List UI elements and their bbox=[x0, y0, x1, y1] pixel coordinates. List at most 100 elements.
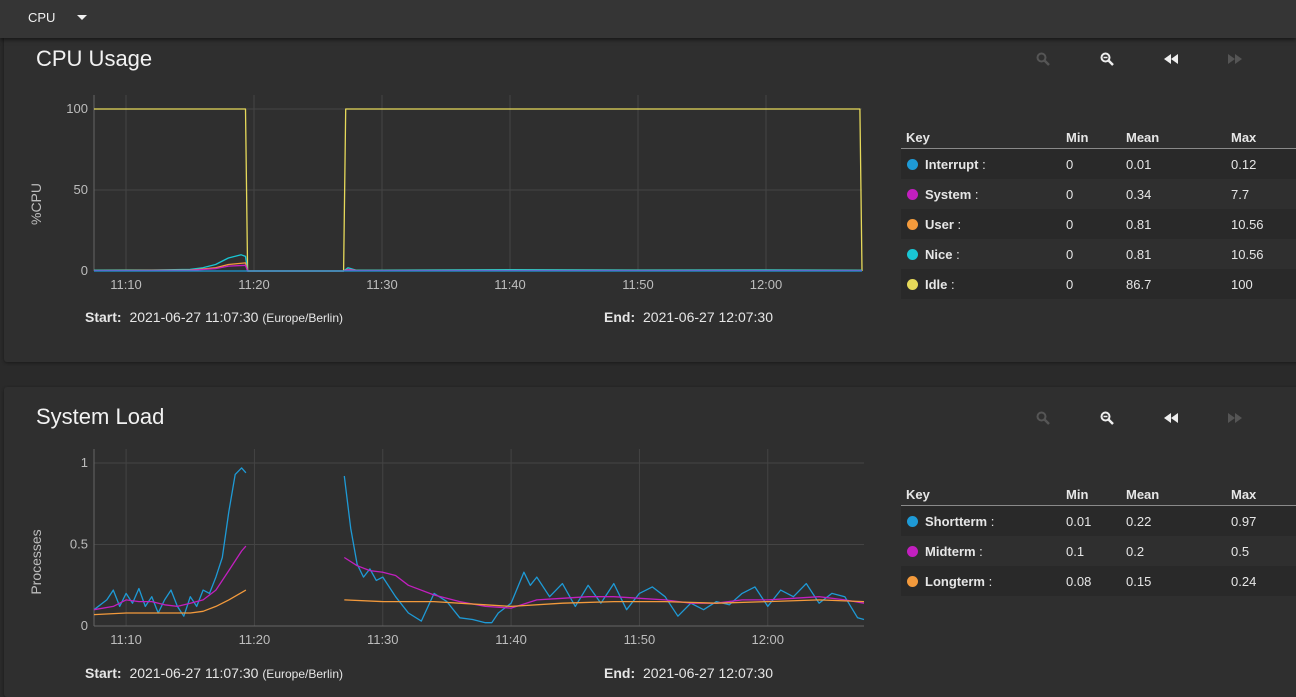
metric-dropdown[interactable]: CPU bbox=[28, 7, 88, 27]
cpu-usage-panel: CPU Usage %CPU 0 50 100 11:10 11:20 11:30 11:4… bbox=[4, 28, 1296, 362]
system-load-panel: System Load Processes 0 0.5 1 11:10 11:20 11:… bbox=[4, 387, 1296, 697]
legend-min-value: 0.08 bbox=[1066, 574, 1092, 589]
timezone: (Europe/Berlin) bbox=[262, 667, 344, 681]
y-tick-label: 0 bbox=[81, 263, 88, 278]
series-line-midterm bbox=[343, 556, 865, 609]
pan-back-button[interactable] bbox=[1157, 407, 1185, 429]
zoom-out-button[interactable] bbox=[1093, 48, 1121, 70]
legend-max-value: 0.5 bbox=[1231, 544, 1250, 559]
zoom-in-icon bbox=[1036, 52, 1050, 66]
legend-min-value: 0 bbox=[1066, 187, 1074, 202]
panel-title: CPU Usage bbox=[36, 46, 153, 71]
x-tick-label: 11:10 bbox=[110, 277, 142, 292]
rewind-icon bbox=[1164, 54, 1178, 64]
legend-max-value: 7.7 bbox=[1231, 187, 1250, 202]
legend-row[interactable]: User : 0 0.81 10.56 bbox=[901, 209, 1296, 239]
legend-mean-value: 0.2 bbox=[1126, 544, 1145, 559]
legend-series-name: Longterm : bbox=[925, 574, 993, 589]
start-label: Start: bbox=[85, 309, 122, 325]
legend-series-name: Shortterm : bbox=[925, 514, 995, 529]
series-color-dot bbox=[907, 576, 918, 587]
fast-forward-icon bbox=[1228, 54, 1242, 64]
start-time: Start: 2021-06-27 11:07:30 (Europe/Berli… bbox=[85, 309, 343, 325]
legend-mean-value: 0.22 bbox=[1126, 514, 1152, 529]
zoom-in-button[interactable] bbox=[1029, 48, 1057, 70]
x-tick-label: 12:00 bbox=[750, 277, 783, 292]
series-color-dot bbox=[907, 279, 918, 290]
legend-mean-value: 0.81 bbox=[1126, 247, 1152, 262]
rewind-icon bbox=[1164, 413, 1178, 423]
x-tick-label: 11:40 bbox=[494, 277, 526, 292]
y-axis-label: Processes bbox=[28, 529, 44, 594]
legend-series-name: User : bbox=[925, 217, 962, 232]
series-color-dot bbox=[907, 546, 918, 557]
pan-forward-button[interactable] bbox=[1221, 48, 1249, 70]
zoom-in-button[interactable] bbox=[1029, 407, 1057, 429]
legend-max-value: 0.12 bbox=[1231, 157, 1257, 172]
y-tick-label: 50 bbox=[74, 182, 88, 197]
y-tick-label: 1 bbox=[81, 455, 88, 470]
pan-back-button[interactable] bbox=[1157, 48, 1185, 70]
legend-row[interactable]: Midterm : 0.1 0.2 0.5 bbox=[901, 536, 1296, 566]
series-color-dot bbox=[907, 189, 918, 200]
legend-max-value: 10.56 bbox=[1231, 247, 1264, 262]
y-tick-label: 100 bbox=[66, 101, 88, 116]
legend-row[interactable]: System : 0 0.34 7.7 bbox=[901, 179, 1296, 209]
legend-row[interactable]: Nice : 0 0.81 10.56 bbox=[901, 239, 1296, 269]
end-time: End: 2021-06-27 12:07:30 bbox=[604, 309, 773, 325]
pan-forward-button[interactable] bbox=[1221, 407, 1249, 429]
zoom-out-icon bbox=[1100, 52, 1114, 66]
legend-mean-value: 86.7 bbox=[1126, 277, 1152, 292]
legend-mean-value: 0.15 bbox=[1126, 574, 1152, 589]
legend-header-cell: Mean bbox=[1126, 487, 1160, 502]
x-tick-label: 11:30 bbox=[366, 277, 398, 292]
series-line-midterm bbox=[93, 545, 247, 611]
zoom-out-icon bbox=[1100, 411, 1114, 425]
legend-header-cell: Max bbox=[1231, 130, 1257, 145]
x-tick-label: 11:20 bbox=[238, 277, 270, 292]
metric-dropdown-label: CPU bbox=[28, 9, 56, 25]
x-tick-label: 11:20 bbox=[239, 632, 271, 647]
legend-max-value: 100 bbox=[1231, 277, 1253, 292]
series-color-dot bbox=[907, 516, 918, 527]
fast-forward-icon bbox=[1228, 413, 1242, 423]
legend-header-cell: Min bbox=[1066, 130, 1089, 145]
legend-table: Key Min Mean Max Shortterm : 0.01 0.22 0.97 Midt… bbox=[901, 483, 1296, 596]
y-tick-label: 0.5 bbox=[70, 537, 88, 552]
legend-row[interactable]: Shortterm : 0.01 0.22 0.97 bbox=[901, 506, 1296, 536]
legend-row[interactable]: Idle : 0 86.7 100 bbox=[901, 269, 1296, 299]
legend-header-cell: Key bbox=[906, 130, 930, 145]
series-color-dot bbox=[907, 249, 918, 260]
end-time: End: 2021-06-27 12:07:30 bbox=[604, 665, 773, 681]
start-value: 2021-06-27 11:07:30 bbox=[129, 309, 259, 325]
legend-header-cell: Mean bbox=[1126, 130, 1160, 145]
x-tick-label: 11:10 bbox=[110, 632, 142, 647]
legend-header: Key Min Mean Max bbox=[901, 483, 1296, 506]
legend-min-value: 0.01 bbox=[1066, 514, 1092, 529]
legend-series-name: Idle : bbox=[925, 277, 955, 292]
system-load-chart[interactable]: Processes 0 0.5 1 11:10 11:20 11:30 11:40 11:50… bbox=[4, 387, 884, 667]
legend-row[interactable]: Interrupt : 0 0.01 0.12 bbox=[901, 149, 1296, 179]
zoom-out-button[interactable] bbox=[1093, 407, 1121, 429]
end-label: End: bbox=[604, 309, 636, 325]
legend-row[interactable]: Longterm : 0.08 0.15 0.24 bbox=[901, 566, 1296, 596]
legend-min-value: 0 bbox=[1066, 217, 1074, 232]
legend-series-name: Interrupt : bbox=[925, 157, 986, 172]
legend-series-name: System : bbox=[925, 187, 979, 202]
legend-max-value: 0.97 bbox=[1231, 514, 1257, 529]
legend-min-value: 0 bbox=[1066, 157, 1074, 172]
end-value: 2021-06-27 12:07:30 bbox=[643, 309, 773, 325]
x-tick-label: 12:00 bbox=[751, 632, 784, 647]
end-label: End: bbox=[604, 665, 636, 681]
legend-mean-value: 0.34 bbox=[1126, 187, 1152, 202]
series-line-longterm bbox=[93, 589, 247, 616]
series-line-shortterm bbox=[93, 467, 247, 617]
panel-title: System Load bbox=[36, 404, 165, 429]
cpu-usage-chart[interactable]: %CPU 0 50 100 11:10 11:20 11:30 11:40 11:50 12:0… bbox=[4, 28, 884, 328]
start-time: Start: 2021-06-27 11:07:30 (Europe/Berli… bbox=[85, 665, 343, 681]
timezone: (Europe/Berlin) bbox=[262, 311, 344, 325]
end-value: 2021-06-27 12:07:30 bbox=[643, 665, 773, 681]
chevron-down-icon bbox=[77, 14, 88, 20]
legend-header: Key Min Mean Max bbox=[901, 126, 1296, 149]
x-tick-label: 11:50 bbox=[622, 277, 654, 292]
